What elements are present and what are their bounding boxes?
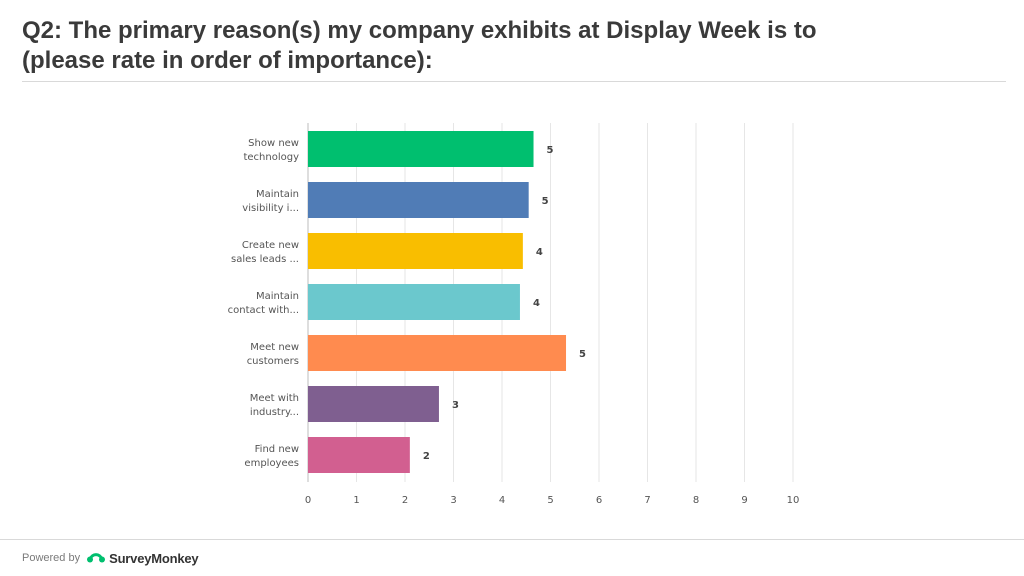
slide-title-line-2: (please rate in order of importance): — [22, 47, 433, 74]
bar-3 — [308, 233, 523, 269]
x-tick-label: 2 — [402, 495, 408, 506]
bar-2 — [308, 182, 529, 218]
category-label: Meet new customers — [247, 342, 299, 367]
bar-5 — [308, 335, 567, 371]
powered-by-text: Powered by — [22, 552, 81, 564]
slide-title: Q2: The primary reason(s) my company exh… — [22, 16, 922, 76]
category-label: Maintain visibility i... — [242, 189, 299, 214]
bar-1 — [308, 131, 534, 167]
footer-divider — [0, 539, 1024, 540]
data-label: 4 — [533, 298, 540, 309]
x-tick-label: 3 — [450, 495, 456, 506]
data-label: 5 — [579, 349, 586, 360]
x-tick-label: 4 — [499, 495, 505, 506]
category-label: Meet with industry... — [250, 393, 299, 418]
x-tick-label: 8 — [693, 495, 699, 506]
x-tick-label: 0 — [305, 495, 311, 506]
data-label: 2 — [423, 451, 430, 462]
x-tick-label: 5 — [547, 495, 553, 506]
category-label: Create new sales leads ... — [231, 240, 299, 265]
x-tick-label: 10 — [787, 495, 800, 506]
chart-bars — [308, 131, 567, 473]
bar-4 — [308, 284, 520, 320]
bar-7 — [308, 437, 410, 473]
footer: Powered by SurveyMonkey — [22, 548, 199, 568]
x-tick-label: 6 — [596, 495, 602, 506]
x-tick-label: 9 — [741, 495, 747, 506]
data-label: 3 — [452, 400, 459, 411]
data-label: 5 — [542, 196, 549, 207]
category-label: Show new technology — [243, 138, 299, 163]
category-label: Find new employees — [244, 444, 299, 469]
category-label: Maintain contact with... — [228, 291, 299, 316]
surveymonkey-brand: SurveyMonkey — [109, 550, 199, 566]
x-tick-label: 7 — [644, 495, 650, 506]
data-label: 5 — [547, 145, 554, 156]
x-tick-label: 1 — [353, 495, 359, 506]
chart-labels: 0 1 2 3 4 5 6 7 8 9 10 Show new technology 5 Maintain v… — [228, 138, 800, 506]
bar-6 — [308, 386, 439, 422]
surveymonkey-logo-icon — [87, 553, 106, 563]
title-divider — [22, 81, 1006, 82]
data-label: 4 — [536, 247, 543, 258]
slide-title-line-1: Q2: The primary reason(s) my company exh… — [22, 17, 817, 44]
